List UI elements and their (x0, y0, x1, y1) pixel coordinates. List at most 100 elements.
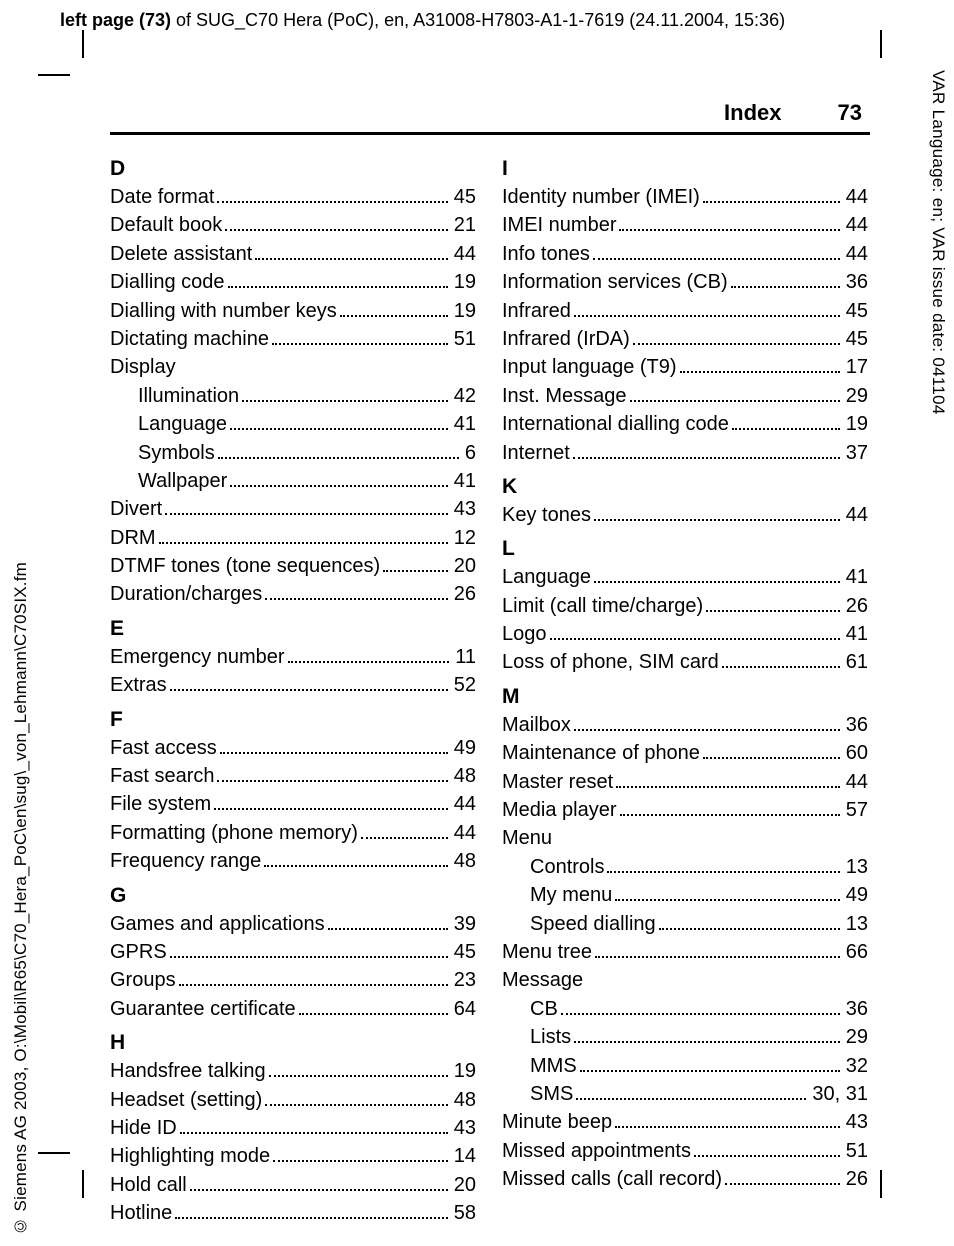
index-entry: Input language (T9)17 (502, 353, 868, 381)
index-entry-text: Info tones (502, 240, 590, 268)
page-content: Index 73 DDate format45Default book21Del… (110, 100, 870, 1228)
index-entry-page: 64 (452, 995, 476, 1023)
leader-dots (159, 542, 448, 544)
leader-dots (633, 343, 840, 345)
index-entry-page: 49 (452, 734, 476, 762)
index-entry-text: Default book (110, 211, 222, 239)
index-entry-page: 19 (844, 410, 868, 438)
leader-dots (273, 1160, 448, 1162)
index-entry-text: Highlighting mode (110, 1142, 270, 1170)
leader-dots (214, 808, 448, 810)
index-entry-text: Guarantee certificate (110, 995, 296, 1023)
index-entry-text: DRM (110, 524, 156, 552)
index-entry-page: 49 (844, 881, 868, 909)
leader-dots (594, 581, 840, 583)
index-entry-page: 45 (844, 325, 868, 353)
index-entry-page: 41 (452, 410, 476, 438)
index-entry-text: Emergency number (110, 643, 285, 671)
index-entry-page: 42 (452, 382, 476, 410)
leader-dots (180, 1132, 448, 1134)
crop-mark (38, 1152, 70, 1154)
leader-dots (593, 258, 840, 260)
leader-dots (722, 666, 840, 668)
index-entry: Maintenance of phone60 (502, 739, 868, 767)
side-note-left: © Siemens AG 2003, O:\Mobil\R65\C70_Hera… (11, 562, 31, 1236)
index-entry-page: 51 (844, 1137, 868, 1165)
index-entry: Headset (setting)48 (110, 1086, 476, 1114)
leader-dots (217, 201, 447, 203)
leader-dots (255, 258, 447, 260)
leader-dots (264, 865, 448, 867)
index-entry-text: Date format (110, 183, 214, 211)
crop-mark (880, 30, 882, 58)
index-entry: File system44 (110, 790, 476, 818)
leader-dots (220, 752, 448, 754)
index-entry-text: Infrared (502, 297, 571, 325)
index-entry-page: 44 (844, 501, 868, 529)
leader-dots (361, 837, 448, 839)
leader-dots (230, 485, 447, 487)
index-entry-page: 60 (844, 739, 868, 767)
index-entry: Highlighting mode 14 (110, 1142, 476, 1170)
index-entry-page: 23 (452, 966, 476, 994)
index-entry: Message (502, 966, 868, 994)
index-entry: Dialling code19 (110, 268, 476, 296)
index-entry-text: Key tones (502, 501, 591, 529)
index-entry: Wallpaper41 (110, 467, 476, 495)
index-entry-text: Delete assistant (110, 240, 252, 268)
index-entry: Symbols6 (110, 439, 476, 467)
index-entry: Divert43 (110, 495, 476, 523)
index-entry: Media player57 (502, 796, 868, 824)
index-entry: Hotline58 (110, 1199, 476, 1227)
index-entry: Missed calls (call record)26 (502, 1165, 868, 1193)
leader-dots (265, 1104, 447, 1106)
side-note-right: VAR Language: en; VAR issue date: 041104 (928, 70, 948, 415)
index-entry: Language41 (110, 410, 476, 438)
index-entry-text: Dictating machine (110, 325, 269, 353)
index-entry: Display (110, 353, 476, 381)
index-entry-text: SMS (530, 1080, 573, 1108)
index-entry-text: Menu tree (502, 938, 592, 966)
index-entry: Loss of phone, SIM card61 (502, 648, 868, 676)
index-column: IIdentity number (IMEI)44IMEI number44In… (502, 149, 868, 1228)
index-entry: Default book21 (110, 211, 476, 239)
index-entry-page: 37 (844, 439, 868, 467)
index-entry-text: Duration/charges (110, 580, 262, 608)
index-entry: Menu (502, 824, 868, 852)
index-entry: International dialling code19 (502, 410, 868, 438)
index-entry-page: 44 (844, 768, 868, 796)
index-entry-page: 14 (452, 1142, 476, 1170)
index-entry-page: 26 (452, 580, 476, 608)
leader-dots (228, 286, 448, 288)
index-entry: CB36 (502, 995, 868, 1023)
leader-dots (299, 1013, 448, 1015)
index-entry-text: Frequency range (110, 847, 261, 875)
index-entry-text: CB (530, 995, 558, 1023)
leader-dots (573, 457, 840, 459)
index-entry-text: Inst. Message (502, 382, 627, 410)
index-entry-page: 29 (844, 1023, 868, 1051)
index-entry-page: 57 (844, 796, 868, 824)
index-entry: Hide ID43 (110, 1114, 476, 1142)
production-header-rest: of SUG_C70 Hera (PoC), en, A31008-H7803-… (171, 10, 785, 30)
index-entry: Duration/charges 26 (110, 580, 476, 608)
index-entry: DRM12 (110, 524, 476, 552)
index-entry: Lists29 (502, 1023, 868, 1051)
page-title: Index (724, 100, 781, 126)
leader-dots (170, 956, 448, 958)
index-entry-page: 29 (844, 382, 868, 410)
index-entry-text: Divert (110, 495, 162, 523)
leader-dots (328, 928, 448, 930)
index-letter: D (110, 157, 476, 181)
index-entry-page: 36 (844, 268, 868, 296)
index-entry: Menu tree66 (502, 938, 868, 966)
index-entry-page: 51 (452, 325, 476, 353)
index-entry-text: Wallpaper (138, 467, 227, 495)
index-entry-text: Dialling code (110, 268, 225, 296)
index-entry: Illumination42 (110, 382, 476, 410)
leader-dots (230, 428, 448, 430)
leader-dots (218, 457, 459, 459)
leader-dots (288, 661, 450, 663)
index-entry-page: 39 (452, 910, 476, 938)
index-entry: Logo41 (502, 620, 868, 648)
